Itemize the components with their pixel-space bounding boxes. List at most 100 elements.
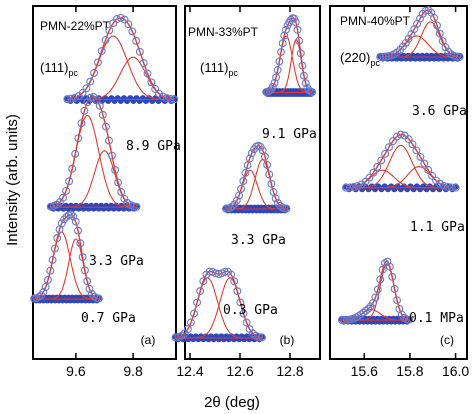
data-point [272,73,281,82]
data-point [278,39,287,48]
panels: 9.6 9.8 PMN-22%PT (111)pc (a) 8.9 GPa 3.3 GPa 0… [30,5,469,379]
data-point [120,15,129,24]
data-point [260,152,269,161]
data-point [381,149,390,158]
data-point [105,26,114,35]
pressure-label: 3.6 GPa [412,104,467,119]
data-point [80,106,89,115]
y-axis-label: Intensity (arb. units) [4,114,21,246]
data-point [128,27,137,36]
data-point [270,78,279,87]
data-point [263,160,272,169]
series-0.1-mpa: 0.1 MPa [337,257,464,326]
series-3.3-gpa: 3.3 GPa [46,93,144,269]
data-point [393,296,401,305]
data-point [71,217,80,226]
data-point [359,308,368,317]
data-point [379,52,388,61]
data-point [98,110,107,119]
pressure-label: 8.9 GPa [126,139,181,154]
data-point [236,298,245,307]
data-point [101,122,110,131]
data-point [241,169,250,177]
data-point [439,181,448,190]
series-0.3-gpa: 0.3 GPa [171,267,278,343]
data-point [41,283,50,291]
data-point [59,193,67,202]
data-point [273,66,282,74]
data-point [147,78,156,87]
data-point [298,61,307,70]
data-point [371,293,380,302]
data-point [48,255,57,264]
data-point [170,95,179,104]
data-point [53,234,62,243]
data-point [65,177,74,186]
data-point [275,57,284,66]
panel-frame [32,5,177,360]
data-point [158,92,167,101]
data-point [186,318,195,327]
reflection-subscript: pc [68,68,78,78]
data-point [86,77,95,86]
data-point [421,6,430,15]
data-point [97,47,106,56]
data-point [228,202,237,211]
x-tick-label: 9.6 [66,363,86,379]
data-point [67,210,76,219]
data-point [404,135,413,144]
data-point [254,332,263,341]
data-point [93,58,102,67]
data-point [57,219,66,228]
data-point [87,289,96,298]
data-point [46,266,55,275]
data-point [129,202,138,211]
data-point [383,257,392,266]
data-point [60,215,69,224]
pressure-label: 0.1 MPa [409,311,464,326]
data-point [183,325,192,334]
data-point [308,88,317,97]
data-point [365,173,374,182]
data-point [452,52,461,61]
data-point [416,152,425,161]
data-point [276,201,284,210]
data-point [286,15,295,24]
x-tick-label: 15.6 [351,363,378,379]
data-point [39,288,48,296]
data-point [428,171,437,180]
data-point [296,49,305,58]
data-point [132,202,141,211]
data-point [230,277,239,286]
panel-a: 9.6 9.8 PMN-22%PT (111)pc (a) 8.9 GPa 3.3 GPa 0… [30,5,181,379]
data-point [135,47,144,56]
data-point [265,170,274,179]
data-point [385,262,394,271]
data-point [193,298,202,307]
x-tick-label: 12.8 [276,363,303,379]
data-point [271,194,280,203]
panel-b: 12.4 12.6 12.8 PMN-33%PT (111)pc (b) 9.1 GPa 3.… [171,5,321,379]
panel-label: (b) [280,333,295,347]
data-point [243,161,252,170]
data-point [69,212,78,221]
data-point [361,306,370,315]
data-point [239,177,248,186]
data-point [63,95,72,104]
data-point [390,284,399,293]
data-point [277,48,285,57]
data-point [114,178,123,187]
x-tick-label: 12.6 [226,363,253,379]
series-3.3-gpa: 3.3 GPa [222,141,291,248]
data-point [247,149,256,158]
data-point [430,14,439,22]
data-point [424,166,433,174]
data-point [108,151,116,160]
data-point [232,196,241,205]
data-point [85,284,94,293]
data-point [258,333,266,342]
data-point [455,53,464,61]
data-point [68,164,77,173]
data-point [342,183,350,192]
data-point [290,14,299,23]
